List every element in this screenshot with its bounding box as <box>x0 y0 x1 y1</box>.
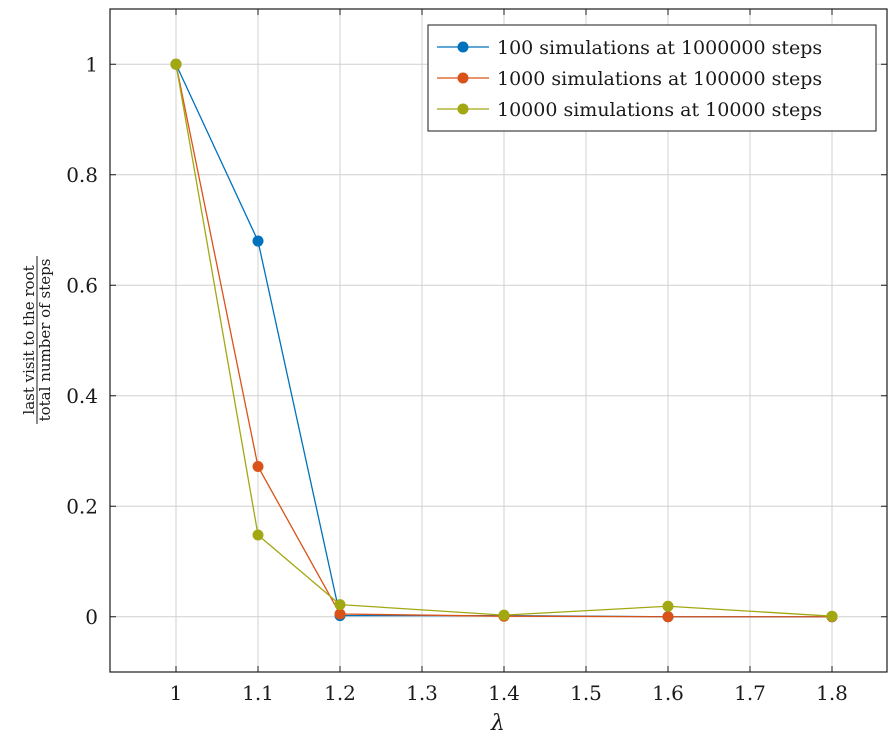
data-point <box>335 608 346 619</box>
x-tick-label: 1.3 <box>406 681 438 705</box>
y-tick-label: 0.6 <box>66 273 98 297</box>
legend: 100 simulations at 1000000 steps 1000 sim… <box>428 25 876 131</box>
y-axis-label: last visit to the root total number of s… <box>20 256 54 424</box>
x-tick-label: 1.4 <box>488 681 520 705</box>
x-tick-label: 1.5 <box>570 681 602 705</box>
legend-label: 1000 simulations at 100000 steps <box>497 68 822 90</box>
legend-marker <box>458 73 469 84</box>
data-point <box>253 461 264 472</box>
y-tick-label: 0.8 <box>66 163 98 187</box>
y-tick-label: 0 <box>85 605 98 629</box>
data-point <box>171 59 182 70</box>
x-tick-label: 1.7 <box>734 681 766 705</box>
legend-label: 10000 simulations at 10000 steps <box>497 99 822 121</box>
x-tick-label: 1.8 <box>816 681 848 705</box>
data-point <box>253 236 264 247</box>
data-point <box>663 611 674 622</box>
data-point <box>335 599 346 610</box>
legend-marker <box>458 104 469 115</box>
data-point <box>827 611 838 622</box>
y-tick-label: 0.4 <box>66 384 98 408</box>
x-axis-label: λ <box>490 711 505 736</box>
y-tick-label: 1 <box>85 52 98 76</box>
data-point <box>253 529 264 540</box>
y-axis-label-denominator: total number of steps <box>36 259 54 422</box>
x-tick-label: 1.1 <box>242 681 274 705</box>
data-point <box>499 610 510 621</box>
legend-marker <box>458 42 469 53</box>
x-tick-label: 1 <box>170 681 183 705</box>
data-point <box>663 601 674 612</box>
y-tick-label: 0.2 <box>66 494 98 518</box>
legend-label: 100 simulations at 1000000 steps <box>497 37 822 59</box>
x-tick-label: 1.2 <box>324 681 356 705</box>
x-tick-label: 1.6 <box>652 681 684 705</box>
